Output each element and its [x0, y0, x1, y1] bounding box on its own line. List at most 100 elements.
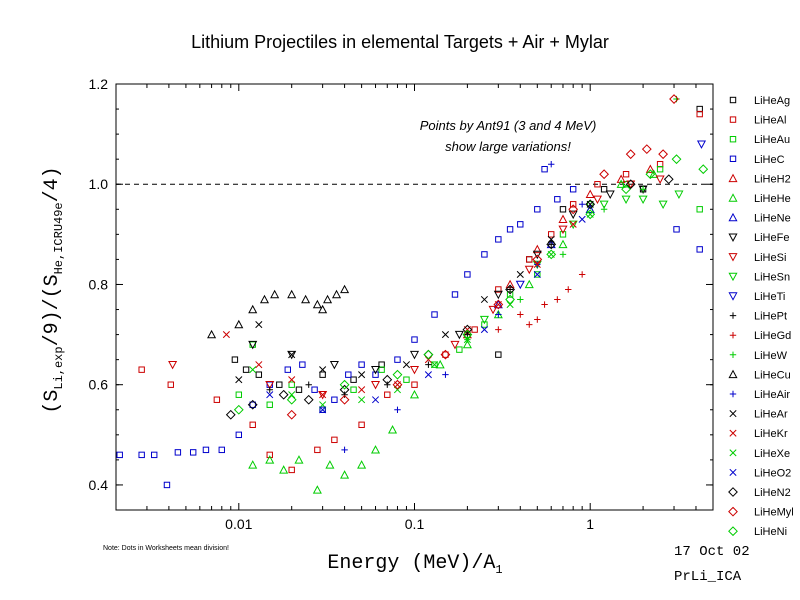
data-point	[698, 164, 709, 175]
data-point	[569, 186, 577, 193]
data-point	[462, 339, 472, 349]
data-point	[163, 481, 171, 489]
data-point	[424, 371, 432, 379]
data-point	[294, 455, 304, 464]
legend-label: LiHeKr	[754, 428, 788, 440]
data-point	[288, 376, 296, 384]
data-point	[547, 235, 555, 243]
data-point	[394, 356, 401, 363]
data-point	[189, 449, 197, 456]
data-point	[339, 394, 350, 405]
data-point	[541, 166, 548, 173]
legend-label: LiHeO2	[754, 467, 791, 479]
data-point	[392, 379, 403, 390]
data-point	[488, 305, 498, 315]
data-point	[409, 389, 420, 399]
legend-label: LiHeAr	[754, 409, 788, 421]
data-point	[225, 409, 236, 420]
data-point	[462, 324, 473, 335]
annotation-line: Points by Ant91 (3 and 4 MeV)	[420, 118, 597, 133]
data-point	[534, 206, 541, 213]
data-point	[222, 331, 230, 339]
data-point	[673, 226, 680, 233]
data-point	[235, 431, 243, 439]
data-point	[287, 350, 297, 360]
data-point	[331, 436, 338, 444]
data-point	[548, 160, 555, 168]
data-point	[440, 349, 451, 360]
data-point	[674, 190, 684, 200]
data-point	[559, 251, 567, 258]
y-tick-label: 1.0	[89, 176, 109, 192]
legend-label: LiHeAl	[754, 115, 786, 127]
data-point	[116, 451, 123, 459]
data-point	[341, 391, 348, 398]
data-point	[358, 421, 365, 429]
legend-marker	[728, 369, 738, 379]
data-point	[235, 376, 243, 384]
y-tick-label: 0.8	[89, 276, 109, 292]
legend-marker	[729, 136, 737, 143]
annotation-line: show large variations!	[445, 139, 571, 154]
data-point	[594, 181, 601, 188]
data-point	[286, 394, 297, 405]
plot-frame	[115, 83, 714, 511]
data-point	[319, 391, 327, 399]
data-point	[506, 300, 514, 309]
data-point	[645, 169, 656, 180]
data-point	[663, 174, 674, 185]
data-point	[493, 299, 503, 309]
legend-marker	[728, 526, 738, 537]
data-point	[259, 294, 270, 304]
data-point	[248, 304, 258, 314]
data-point	[442, 371, 449, 378]
legend-marker	[728, 212, 738, 222]
data-point	[288, 381, 295, 388]
data-point	[370, 365, 381, 375]
data-point	[325, 460, 335, 469]
data-point	[242, 366, 250, 373]
legend-label: LiHeW	[754, 350, 788, 362]
data-point	[442, 351, 449, 358]
data-point	[559, 206, 567, 213]
legend-marker	[729, 312, 737, 319]
legend-label: LiHeCu	[754, 369, 791, 381]
legend-label: LiHeSi	[754, 252, 786, 264]
data-point	[616, 174, 626, 183]
data-point	[517, 221, 524, 228]
data-point	[638, 195, 648, 205]
data-point	[605, 190, 615, 200]
data-point	[231, 356, 239, 363]
data-point	[558, 239, 568, 249]
data-point	[585, 199, 596, 210]
data-point	[430, 361, 439, 369]
data-point	[431, 311, 438, 318]
data-point	[378, 366, 385, 373]
data-point	[578, 215, 586, 223]
data-point	[578, 201, 586, 208]
legend-marker	[729, 351, 737, 358]
note-text: Note: Dots in Worksheets mean division!	[103, 545, 229, 552]
data-point	[517, 296, 524, 303]
data-point	[515, 280, 525, 290]
legend-marker	[729, 429, 737, 437]
data-point	[358, 361, 365, 368]
data-point	[565, 286, 572, 293]
data-point	[247, 399, 258, 410]
data-point	[600, 206, 608, 213]
data-point	[370, 445, 381, 454]
data-point	[533, 260, 541, 268]
data-point	[532, 254, 543, 265]
data-point	[495, 311, 502, 318]
data-point	[585, 209, 596, 220]
data-point	[266, 386, 273, 393]
data-point	[394, 406, 401, 413]
data-point	[248, 340, 258, 350]
data-point	[409, 365, 420, 375]
data-point	[569, 201, 577, 208]
data-point	[167, 381, 174, 388]
data-point	[332, 289, 342, 299]
data-point	[234, 319, 244, 329]
y-tick-label: 1.2	[89, 76, 109, 92]
